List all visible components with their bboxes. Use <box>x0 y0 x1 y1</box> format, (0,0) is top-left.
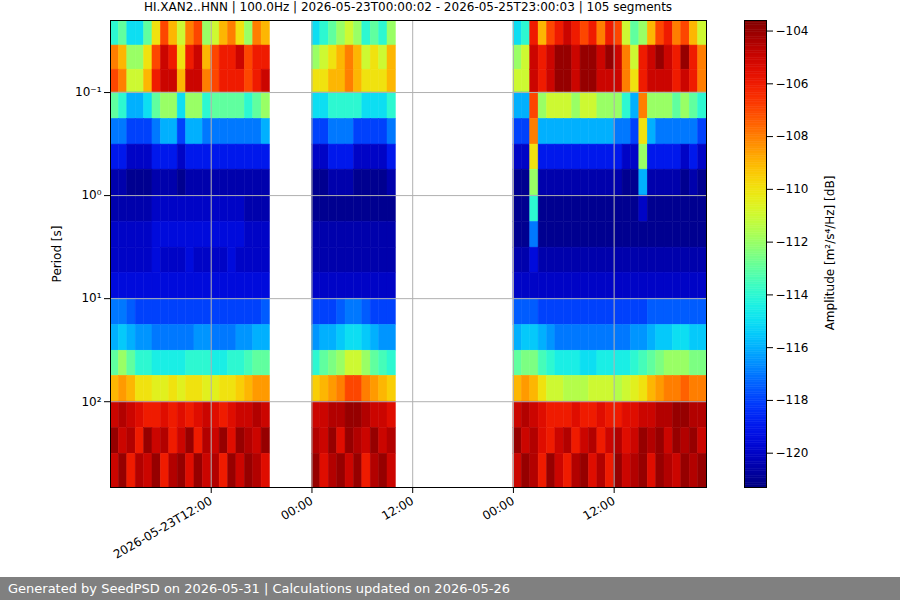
svg-text:−120: −120 <box>776 446 809 460</box>
svg-text:12:00: 12:00 <box>379 494 416 523</box>
svg-text:−108: −108 <box>776 129 809 143</box>
svg-text:12:00: 12:00 <box>581 494 618 523</box>
svg-text:−116: −116 <box>776 341 809 355</box>
svg-text:2026-05-23T12:00: 2026-05-23T12:00 <box>111 494 215 562</box>
svg-text:00:00: 00:00 <box>480 494 517 523</box>
svg-text:10²: 10² <box>81 395 101 409</box>
svg-text:−110: −110 <box>776 182 809 196</box>
svg-text:−118: −118 <box>776 393 809 407</box>
svg-text:−106: −106 <box>776 77 809 91</box>
html-text:Amplitude [m²/s⁴/Hz] [dB]: Amplitude [m²/s⁴/Hz] [dB] <box>823 175 837 331</box>
svg-text:−112: −112 <box>776 235 809 249</box>
html-text:HI.XAN2..HNN | 100.0Hz | 2026-: HI.XAN2..HNN | 100.0Hz | 2026-05-23T00:0… <box>143 0 673 14</box>
svg-text:10¹: 10¹ <box>81 291 101 305</box>
html-text:Generated by SeedPSD on 2026-0: Generated by SeedPSD on 2026-05-31 | Cal… <box>8 581 510 596</box>
svg-text:Period [s]: Period [s] <box>50 226 64 283</box>
svg-text:−114: −114 <box>776 288 809 302</box>
svg-text:10⁰: 10⁰ <box>81 188 101 202</box>
svg-text:10⁻¹: 10⁻¹ <box>75 85 102 99</box>
svg-text:00:00: 00:00 <box>278 494 315 523</box>
svg-text:−104: −104 <box>776 24 809 38</box>
